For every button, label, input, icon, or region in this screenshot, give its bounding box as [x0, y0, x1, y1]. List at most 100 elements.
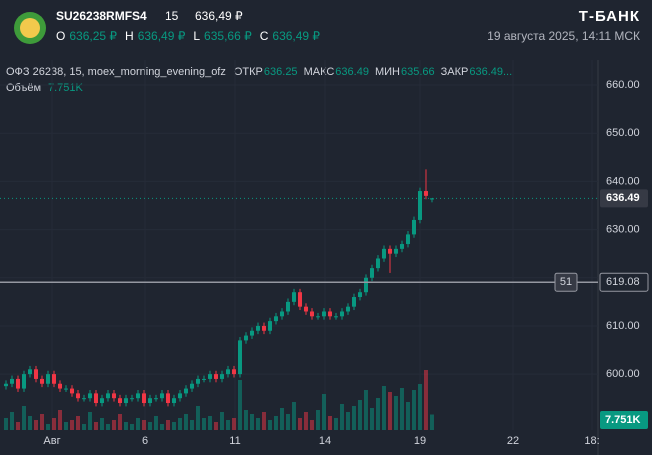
- candle-body: [27, 369, 32, 375]
- volume-bar: [195, 406, 200, 430]
- volume-bar: [393, 396, 398, 430]
- volume-bar: [309, 420, 314, 430]
- price: 636,49 ₽: [195, 9, 243, 23]
- candle-body: [117, 398, 122, 404]
- last-price-box: [600, 189, 648, 208]
- volume-bar: [93, 422, 98, 430]
- volume-bar: [207, 416, 212, 430]
- volume-bar: [177, 418, 182, 430]
- legend-title: ОФЗ 26238, 15, moex_morning_evening_ofz: [6, 66, 226, 78]
- candle-body: [255, 325, 260, 331]
- x-tick-label: 11: [229, 435, 240, 447]
- candle-body: [153, 398, 158, 400]
- volume-bar: [165, 420, 170, 430]
- volume-bar: [9, 412, 14, 430]
- ohlc-value: 636,49 ₽: [138, 29, 186, 43]
- legend-value: 635.66: [401, 66, 435, 78]
- legend-value: 636.49: [335, 66, 369, 78]
- candle-body: [87, 393, 92, 399]
- candle-body: [267, 321, 272, 331]
- candle-body: [45, 374, 50, 384]
- volume-bar: [381, 386, 386, 430]
- volume-bar: [261, 412, 266, 430]
- ohlc-value: 636,25 ₽: [69, 29, 117, 43]
- candle-body: [423, 191, 428, 196]
- legend-value: 636.25: [264, 66, 298, 78]
- x-tick-label: Авг: [43, 435, 60, 447]
- candle-body: [195, 378, 200, 384]
- volume-bar: [279, 408, 284, 430]
- candle-body: [297, 292, 302, 307]
- volume-bar: [189, 420, 194, 430]
- candle-body: [189, 383, 194, 389]
- candle-body: [105, 393, 110, 399]
- y-tick-label: 600.00: [606, 368, 640, 380]
- candle-body: [243, 335, 248, 341]
- volume-bar: [51, 418, 56, 430]
- x-tick-label: 18:: [584, 435, 599, 447]
- candle-body: [219, 374, 224, 379]
- candle-body: [177, 393, 182, 399]
- volume-bar: [39, 414, 44, 430]
- ohlc-key: L: [193, 29, 200, 43]
- ticker: SU26238RMFS4: [56, 9, 147, 23]
- volume-bar: [15, 422, 20, 430]
- volume-bar: [27, 416, 32, 430]
- candle-body: [201, 378, 206, 380]
- volume-bar: [63, 422, 68, 430]
- x-tick-label: 22: [507, 435, 519, 447]
- volume-bar: [327, 416, 332, 430]
- datetime: 19 августа 2025, 14:11 МСК: [487, 29, 640, 43]
- candle-body: [387, 248, 392, 254]
- candle-body: [339, 311, 344, 317]
- candle-body: [315, 316, 320, 318]
- volume-bar: [213, 422, 218, 430]
- volume-bar: [345, 412, 350, 430]
- volume-bar: [249, 414, 254, 430]
- candle-body: [57, 383, 62, 389]
- volume-bar: [303, 412, 308, 430]
- volume-bar: [273, 416, 278, 430]
- y-tick-label: 650.00: [606, 127, 640, 139]
- candle-body: [381, 248, 386, 259]
- price-line-box: [599, 272, 649, 292]
- price-line-tag-label: 51: [560, 276, 572, 288]
- candle-body: [327, 311, 332, 317]
- candle-body: [171, 398, 176, 404]
- candle-body: [399, 244, 404, 249]
- y-tick-label: 610.00: [606, 320, 640, 332]
- candle-body: [99, 398, 104, 404]
- volume-bar: [117, 414, 122, 430]
- candle-body: [81, 398, 86, 400]
- candle-body: [135, 393, 140, 399]
- ohlc-value: 635,66 ₽: [204, 29, 252, 43]
- volume-bar: [243, 410, 248, 430]
- volume-title: Объём: [6, 82, 41, 94]
- candle-body: [279, 311, 284, 317]
- volume-bar: [45, 424, 50, 430]
- volume-bar: [363, 390, 368, 430]
- volume-bar: [123, 422, 128, 430]
- candle-body: [165, 393, 170, 404]
- candle-body: [345, 306, 350, 312]
- candle-body: [75, 393, 80, 399]
- y-tick-label: 660.00: [606, 79, 640, 91]
- candle-body: [69, 388, 74, 394]
- volume-bar: [375, 398, 380, 430]
- volume-bar: [105, 424, 110, 430]
- legend-key: МИН: [375, 66, 400, 78]
- candle-body: [3, 383, 8, 387]
- candle-body: [183, 388, 188, 394]
- volume-bar: [69, 420, 74, 430]
- volume-bar: [429, 414, 434, 430]
- volume-bar: [255, 418, 260, 430]
- y-tick-label: 640.00: [606, 175, 640, 187]
- candle-body: [9, 378, 14, 384]
- candle-body: [369, 268, 374, 278]
- candle-body: [261, 325, 266, 331]
- volume-bar: [231, 418, 236, 430]
- interval: 15: [165, 9, 179, 23]
- candle-body: [147, 398, 152, 404]
